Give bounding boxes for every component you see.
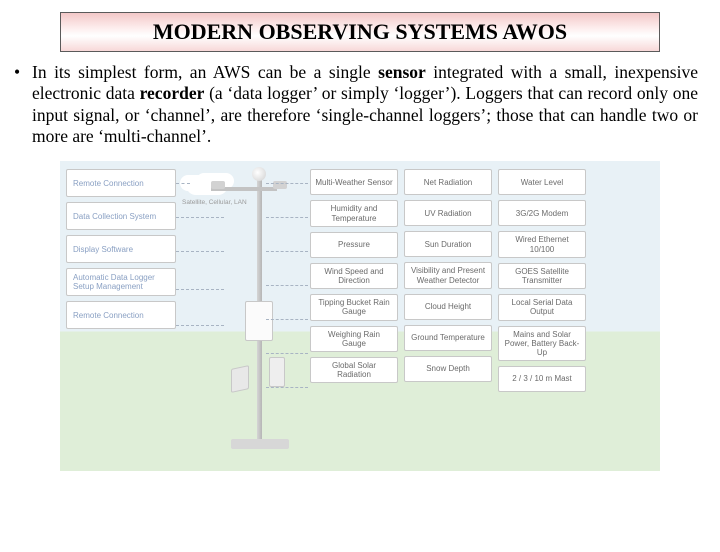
cell-multi-weather: Multi-Weather Sensor bbox=[310, 169, 398, 195]
left-cell-remote-connection-2: Remote Connection bbox=[66, 301, 176, 329]
connector bbox=[266, 387, 308, 388]
awos-diagram: Satellite, Cellular, LAN Remote Connecti… bbox=[60, 161, 660, 471]
p1: In its simplest form, an AWS can be a si… bbox=[32, 62, 378, 82]
cell-power: Mains and Solar Power, Battery Back-Up bbox=[498, 326, 586, 362]
sensor-column-3: Water Level 3G/2G Modem Wired Ethernet 1… bbox=[498, 169, 586, 392]
connector bbox=[266, 251, 308, 252]
cell-modem: 3G/2G Modem bbox=[498, 200, 586, 226]
bold-sensor: sensor bbox=[378, 62, 426, 82]
connector bbox=[266, 217, 308, 218]
cell-tipping-bucket: Tipping Bucket Rain Gauge bbox=[310, 294, 398, 320]
connector bbox=[176, 183, 190, 184]
left-cell-data-collection: Data Collection System bbox=[66, 202, 176, 230]
bold-recorder: recorder bbox=[140, 83, 205, 103]
connector bbox=[266, 353, 308, 354]
left-cell-logger-setup: Automatic Data Logger Setup Management bbox=[66, 268, 176, 296]
cell-pressure: Pressure bbox=[310, 232, 398, 258]
solar-panel bbox=[231, 365, 249, 393]
cell-uv-radiation: UV Radiation bbox=[404, 200, 492, 226]
left-cell-remote-connection: Remote Connection bbox=[66, 169, 176, 197]
cell-ground-temp: Ground Temperature bbox=[404, 325, 492, 351]
connector bbox=[176, 289, 224, 290]
side-sensor-left bbox=[211, 181, 225, 189]
sensor-column-2: Net Radiation UV Radiation Sun Duration … bbox=[404, 169, 492, 381]
connector bbox=[266, 285, 308, 286]
bullet-1: In its simplest form, an AWS can be a si… bbox=[14, 62, 698, 147]
cell-mast-height: 2 / 3 / 10 m Mast bbox=[498, 366, 586, 392]
cell-humidity-temp: Humidity and Temperature bbox=[310, 200, 398, 226]
cell-serial-output: Local Serial Data Output bbox=[498, 294, 586, 320]
slide-title: MODERN OBSERVING SYSTEMS AWOS bbox=[60, 12, 660, 52]
sensor-column-1: Multi-Weather Sensor Humidity and Temper… bbox=[310, 169, 398, 383]
cell-visibility: Visibility and Present Weather Detector bbox=[404, 262, 492, 288]
left-column: Remote Connection Data Collection System… bbox=[66, 169, 176, 329]
connector bbox=[266, 319, 308, 320]
cell-ethernet: Wired Ethernet 10/100 bbox=[498, 231, 586, 257]
logger-enclosure bbox=[245, 301, 273, 341]
connector bbox=[266, 183, 308, 184]
connector bbox=[176, 325, 224, 326]
cell-goes: GOES Satellite Transmitter bbox=[498, 263, 586, 289]
cell-sun-duration: Sun Duration bbox=[404, 231, 492, 257]
weather-tower bbox=[225, 171, 295, 451]
cell-weighing-rain: Weighing Rain Gauge bbox=[310, 326, 398, 352]
sensor-head bbox=[252, 167, 266, 181]
cell-net-radiation: Net Radiation bbox=[404, 169, 492, 195]
cell-snow-depth: Snow Depth bbox=[404, 356, 492, 382]
left-cell-display-software: Display Software bbox=[66, 235, 176, 263]
cell-global-solar: Global Solar Radiation bbox=[310, 357, 398, 383]
cell-wind: Wind Speed and Direction bbox=[310, 263, 398, 289]
tower-base bbox=[231, 439, 289, 449]
body-text: In its simplest form, an AWS can be a si… bbox=[0, 62, 720, 147]
connector bbox=[176, 217, 224, 218]
connector bbox=[176, 251, 224, 252]
rain-gauge bbox=[269, 357, 285, 387]
cell-cloud-height: Cloud Height bbox=[404, 294, 492, 320]
cell-water-level: Water Level bbox=[498, 169, 586, 195]
